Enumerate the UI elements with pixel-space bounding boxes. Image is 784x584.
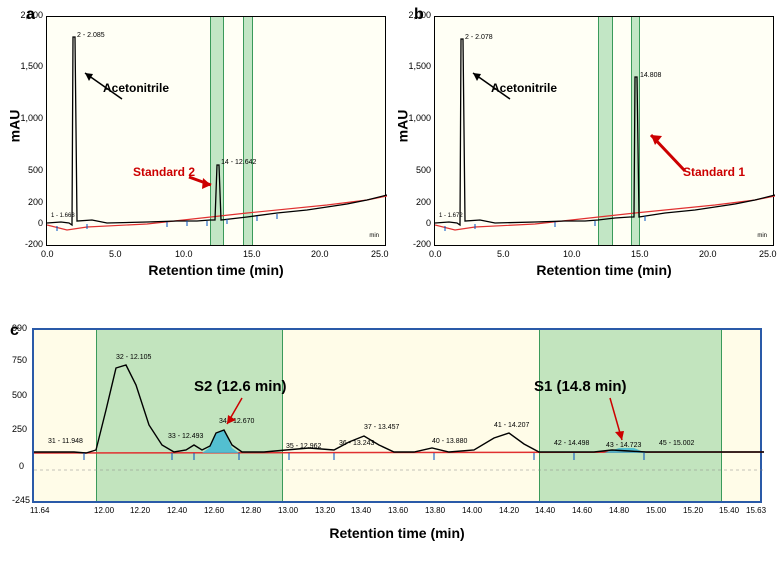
panel-b-xaxis-label: Retention time (min) xyxy=(434,262,774,278)
xtick: 25.0 xyxy=(371,249,389,259)
peak-label: 1 - 1.672 xyxy=(439,213,463,219)
ytick: 200 xyxy=(17,197,43,207)
min-label: min xyxy=(757,233,767,239)
xtick: 15.0 xyxy=(243,249,261,259)
panel-b-svg xyxy=(435,17,775,247)
peak-label: 41 - 14.207 xyxy=(494,422,529,429)
ytick: 500 xyxy=(405,165,431,175)
peak-label: 36 - 13.243 xyxy=(339,440,374,447)
panel-b: b mAU -200 0 200 500 1,000 1,500 2,000 0… xyxy=(396,8,776,308)
xtick: 10.0 xyxy=(563,249,581,259)
annotation-s1: S1 (14.8 min) xyxy=(534,378,627,395)
ytick: 250 xyxy=(12,424,27,434)
ytick: 200 xyxy=(405,197,431,207)
ytick: 1,500 xyxy=(17,61,43,71)
arrow-icon xyxy=(645,127,695,177)
ytick: 0 xyxy=(19,461,24,471)
ytick: 500 xyxy=(17,165,43,175)
peak-label: 14.808 xyxy=(640,72,661,79)
panel-c-chart: -245 0 250 500 750 990 xyxy=(32,328,762,503)
xtick: 0.0 xyxy=(41,249,54,259)
ytick: 500 xyxy=(12,390,27,400)
annotation-s2: S2 (12.6 min) xyxy=(194,378,287,395)
peak-label: 37 - 13.457 xyxy=(364,424,399,431)
peak-label: 2 - 2.085 xyxy=(77,32,105,39)
peak-label: 45 - 15.002 xyxy=(659,440,694,447)
peak-label: 1 - 1.668 xyxy=(51,213,75,219)
ytick: 1,500 xyxy=(405,61,431,71)
arrow-icon xyxy=(224,396,254,430)
panel-b-chart: -200 0 200 500 1,000 1,500 2,000 0.0 5.0… xyxy=(434,16,774,246)
ytick: 1,000 xyxy=(17,113,43,123)
peak-label: 35 - 12.962 xyxy=(286,443,321,450)
ytick: -245 xyxy=(12,495,30,505)
panel-a-chart: -200 0 200 500 1,000 1,500 2,000 0.0 5.0… xyxy=(46,16,386,246)
xtick: 5.0 xyxy=(109,249,122,259)
arrow-icon xyxy=(465,67,525,107)
arrow-icon xyxy=(606,396,636,444)
figure-root: a mAU -200 0 200 500 1,000 1,500 2,000 0… xyxy=(8,8,776,576)
xtick: 25.0 xyxy=(759,249,777,259)
peak-label: 14 - 12.642 xyxy=(221,159,256,166)
panel-a-xaxis-label: Retention time (min) xyxy=(46,262,386,278)
peak-label: 40 - 13.880 xyxy=(432,438,467,445)
ytick: -200 xyxy=(17,239,43,249)
arrow-icon xyxy=(185,167,225,197)
xtick: 20.0 xyxy=(699,249,717,259)
xtick: 0.0 xyxy=(429,249,442,259)
arrow-icon xyxy=(77,67,137,107)
panel-c-label: c xyxy=(10,322,19,340)
xtick: 5.0 xyxy=(497,249,510,259)
ytick: -200 xyxy=(405,239,431,249)
peak-label: 33 - 12.493 xyxy=(168,433,203,440)
panel-a-svg xyxy=(47,17,387,247)
ytick: 1,000 xyxy=(405,113,431,123)
xtick: 15.0 xyxy=(631,249,649,259)
xtick: 20.0 xyxy=(311,249,329,259)
ytick: 0 xyxy=(17,218,43,228)
peak-label: 31 - 11.948 xyxy=(48,438,83,445)
ytick: 750 xyxy=(12,355,27,365)
peak-label: 2 - 2.078 xyxy=(465,34,493,41)
top-row: a mAU -200 0 200 500 1,000 1,500 2,000 0… xyxy=(8,8,776,308)
ytick: 0 xyxy=(405,218,431,228)
panel-c-xaxis-label: Retention time (min) xyxy=(32,525,762,541)
panel-b-label: b xyxy=(414,6,424,24)
peak-label: 42 - 14.498 xyxy=(554,440,589,447)
panel-a-label: a xyxy=(26,6,35,24)
panel-c: c -245 0 250 500 750 990 xyxy=(8,328,776,568)
xtick: 10.0 xyxy=(175,249,193,259)
peak-label: 32 - 12.105 xyxy=(116,354,151,361)
min-label: min xyxy=(369,233,379,239)
panel-a: a mAU -200 0 200 500 1,000 1,500 2,000 0… xyxy=(8,8,388,308)
